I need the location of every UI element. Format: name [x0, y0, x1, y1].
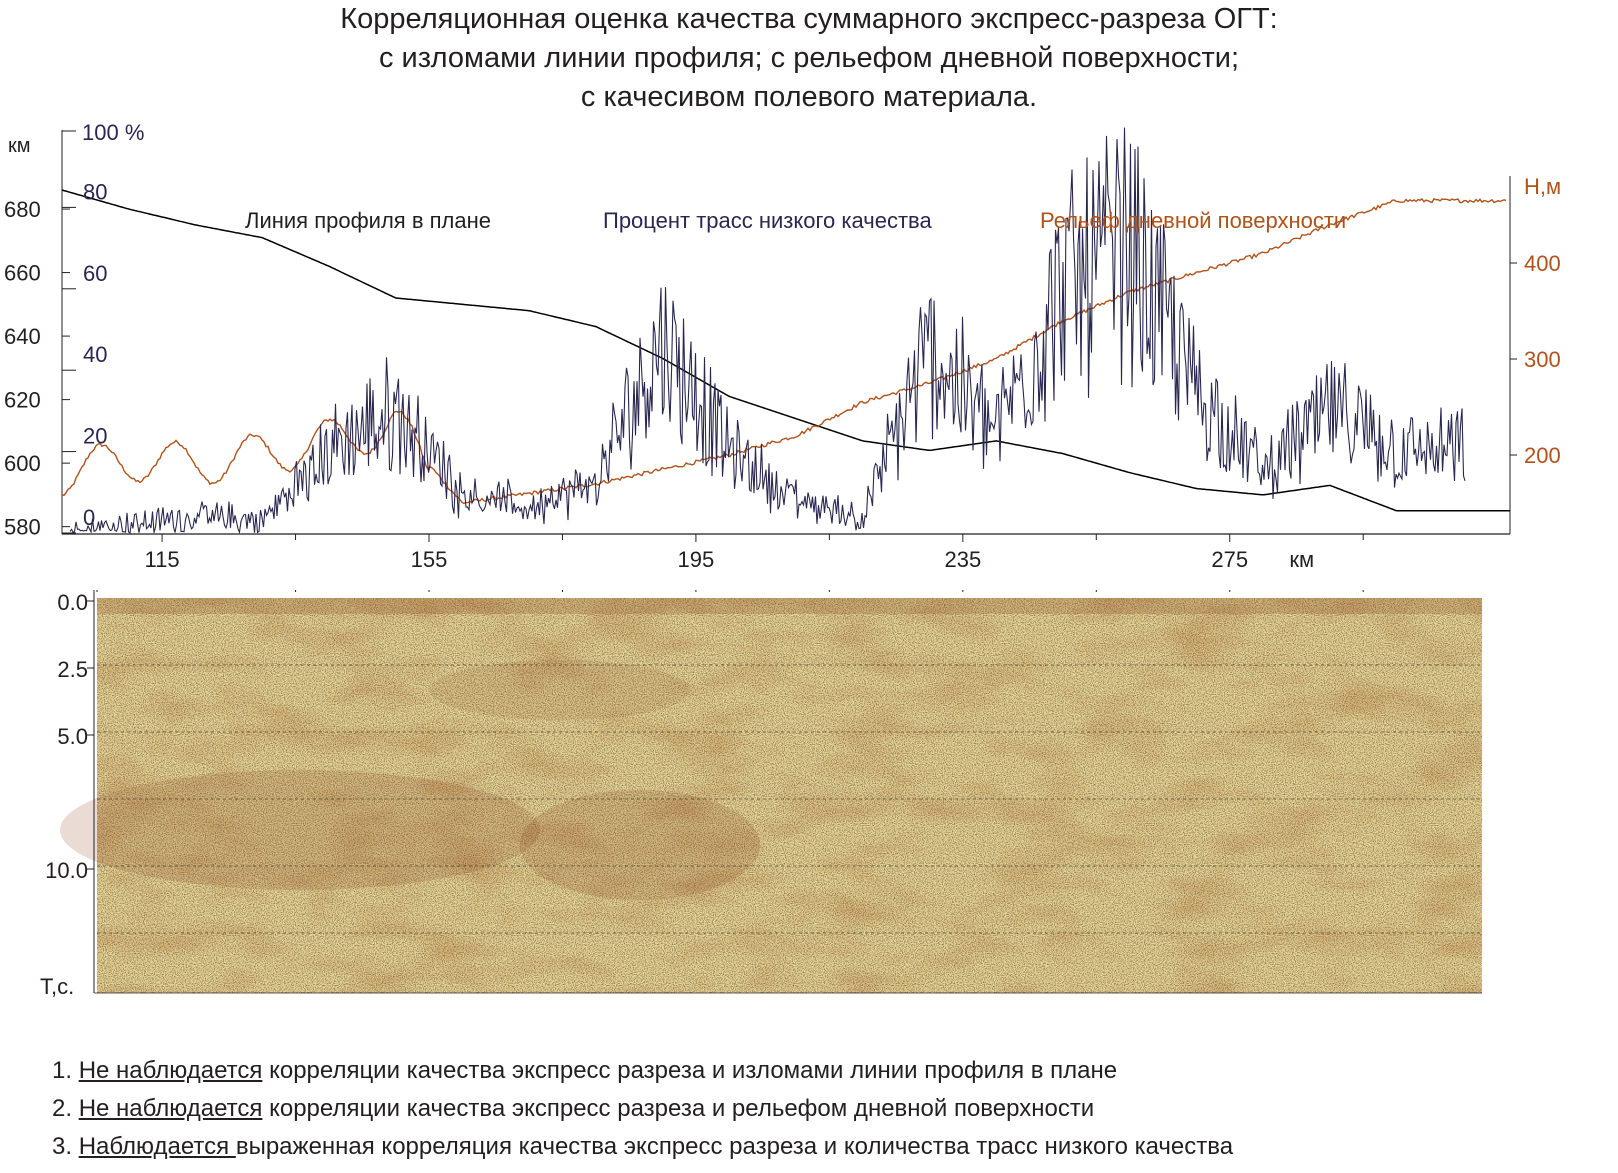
conclusion-1: 1. Не наблюдается корреляции качества эк… [52, 1052, 1233, 1090]
km-tick-label: 580 [4, 515, 41, 540]
top-labels: 115 155 195 235 275 км 580 600 620 640 660 680 км 0 20… [4, 120, 1561, 572]
top-series [61, 127, 1510, 535]
conclusion-3-number: 3. [52, 1133, 79, 1160]
elevation-tick-label: 300 [1524, 347, 1561, 372]
low-quality-label: Процент трасс низкого качества [603, 208, 932, 233]
x-unit-label: км [1289, 547, 1314, 572]
title-line-1: Корреляционная оценка качества суммарног… [340, 3, 1278, 35]
top-axes [61, 130, 1517, 542]
conclusion-2-text: корреляции качества экспресс разреза и р… [262, 1095, 1095, 1122]
x-tick-label: 115 [145, 547, 180, 572]
percent-tick-label: 80 [83, 179, 107, 204]
km-tick-label: 620 [4, 388, 41, 413]
km-axis-unit: км [8, 135, 31, 157]
elevation-axis-unit: Н,м [1524, 174, 1561, 199]
conclusion-1-text: корреляции качества экспресс разреза и и… [262, 1057, 1118, 1084]
conclusion-3: 3. Наблюдается выраженная корреляция кач… [52, 1128, 1233, 1166]
title-line-3: с качесивом полевого материала. [580, 81, 1038, 113]
percent-tick-label: 0 [83, 505, 95, 530]
percent-tick-label: 60 [83, 261, 107, 286]
time-tick-label: 2.5 [57, 657, 88, 682]
conclusion-1-keyword: Не наблюдается [78, 1057, 263, 1084]
title-line-2: с изломами линии профиля; с рельефом дне… [378, 42, 1240, 74]
conclusion-1-number: 1. [52, 1057, 79, 1084]
conclusion-3-text: выраженная корреляция качества экспресс … [235, 1133, 1234, 1160]
conclusion-2-keyword: Не наблюдается [78, 1095, 263, 1122]
time-tick-label: 10.0 [45, 858, 88, 883]
percent-axis-unit: 100 % [82, 120, 144, 145]
km-tick-label: 600 [4, 451, 41, 476]
x-tick-label: 275 [1211, 547, 1248, 572]
elevation-tick-label: 400 [1524, 251, 1561, 276]
x-tick-label: 155 [411, 547, 448, 572]
section-body [60, 598, 1482, 993]
relief-label: Рельеф дневной поверхности [1040, 208, 1346, 233]
time-tick-label: 0.0 [57, 590, 88, 615]
elevation-tick-label: 200 [1524, 443, 1561, 468]
profile-quality-chart: 115 155 195 235 275 км 580 600 620 640 660 680 км 0 20… [4, 120, 1561, 572]
chart-title: Корреляционная оценка качества суммарног… [0, 0, 1618, 117]
time-tick-label: 5.0 [57, 724, 88, 749]
conclusion-3-keyword: Наблюдается [78, 1133, 236, 1160]
time-axis-label: Т,с. [40, 974, 74, 999]
km-tick-label: 660 [4, 261, 41, 286]
x-tick-label: 235 [944, 547, 981, 572]
x-tick-label: 195 [678, 547, 715, 572]
profile-line-series [61, 189, 1510, 512]
conclusions-list: 1. Не наблюдается корреляции качества эк… [52, 1052, 1233, 1166]
conclusion-2-number: 2. [52, 1095, 79, 1122]
profile-line-label: Линия профиля в плане [245, 208, 491, 233]
conclusion-2: 2. Не наблюдается корреляции качества эк… [52, 1090, 1233, 1128]
low-quality-series [69, 127, 1466, 535]
km-tick-label: 680 [4, 197, 41, 222]
section-time-axis: 0.0 2.5 5.0 10.0 Т,с. [40, 590, 1482, 999]
relief-series [61, 197, 1507, 505]
seismic-section: 0.0 2.5 5.0 10.0 Т,с. [40, 590, 1482, 999]
km-tick-label: 640 [4, 324, 41, 349]
section-grain [97, 598, 1482, 993]
percent-tick-label: 40 [83, 342, 107, 367]
percent-tick-label: 20 [83, 424, 107, 449]
